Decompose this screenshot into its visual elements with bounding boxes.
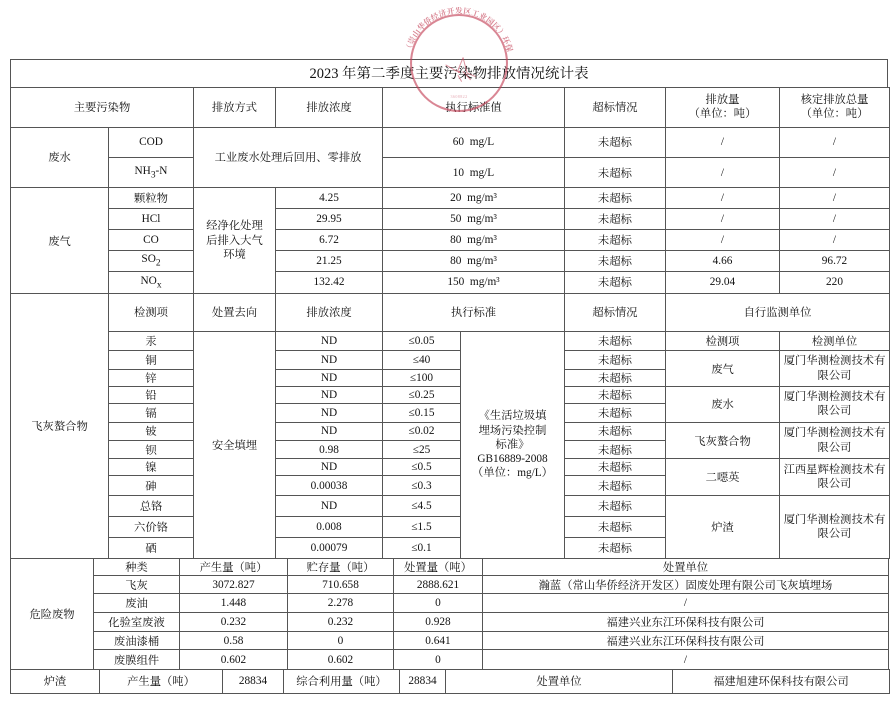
svg-text:3608822: 3608822: [450, 94, 467, 99]
svg-text:（崇山华侨经济开发区工业园区）环保: （崇山华侨经济开发区工业园区）环保: [403, 5, 516, 53]
